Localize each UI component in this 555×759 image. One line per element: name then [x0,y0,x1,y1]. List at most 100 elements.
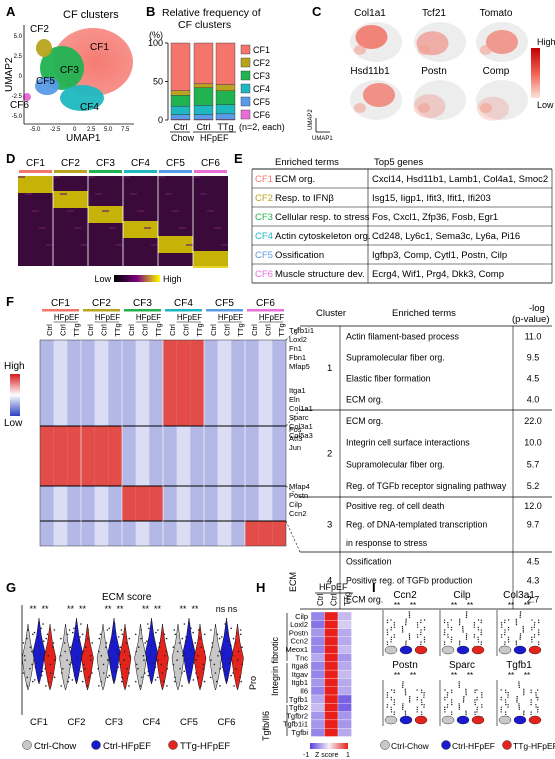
f-table-pvalue: 5.2 [527,481,540,491]
g-sig-marker: ** [104,604,112,614]
i-violin-point [386,621,389,624]
bar-segment-cf5 [193,114,214,120]
i-violin-point [518,686,520,689]
e-row-genes: Cd248, Ly6c1, Sema3c, Ly6a, Pi16 [372,231,520,242]
d-legend-low: Low [94,274,111,284]
g-violin-point [181,685,183,687]
f-table-term: Integrin cell surface interactions [346,438,470,448]
i-violin-point [507,706,509,708]
bar-legend-label: CF4 [253,84,270,94]
g-violin-point [218,650,221,653]
i-violin-point [451,703,453,706]
i-violin-point [500,624,503,626]
i-violin-point [420,699,423,701]
g-violin-point [173,629,176,631]
f-heatmap-cell [217,340,232,426]
bar-legend-swatch [240,96,251,107]
f-heatmap-cell [245,486,259,521]
umap-cluster-cf4 [60,85,104,111]
f-gene-label: Col3a1 [289,422,313,431]
umap-xtick: 7.5 [121,127,130,133]
g-legend: Ctrl-Chow Ctrl-HFpEF TTg-HFpEF [22,740,230,752]
panel-b-title-1: Relative frequency of [162,7,261,19]
g-violin-point [71,679,74,681]
i-violin-point [421,691,423,694]
gene-umap-title: Tcf21 [422,8,446,19]
e-row-genes: Igfbp3, Comp, Cytl1, Postn, Cilp [372,250,507,261]
i-violin-point [462,701,465,703]
i-violin-point [518,683,520,685]
i-violin-point [446,692,449,694]
i-violin-point [507,641,510,643]
g-violin-point [42,657,45,660]
i-violin-point [393,689,396,691]
i-violin-point [458,622,461,624]
i-violin-point [405,620,407,622]
g-violin-point [184,640,187,642]
i-violin-point [518,703,520,705]
i-violin-point [458,642,461,644]
i-violin-point [390,711,393,713]
i-violin-point [473,626,475,628]
i-violin-point [537,699,539,701]
i-violin-point [420,689,423,691]
f-heatmap-cell [258,426,273,486]
f-heatmap-cell [163,426,177,486]
panel-i: I Ccn2** **Cilp** **Col3a1** **Postn** **Spa… [372,580,555,751]
umap-a-yticks: 5.0 2.5 0 -2.5 -5.0 [12,34,23,120]
d-heatmap-stripe [221,244,228,246]
i-violin-point [450,641,453,643]
i-violin-point [515,624,518,626]
i-violin-point [530,713,532,716]
f-gene-label: Jun [289,443,301,452]
f-table-pvalue: 12.0 [524,501,542,511]
bar-segment-cf3 [170,95,191,107]
f-table-term: in response to stress [346,538,428,548]
i-violin-point [458,703,460,705]
g-violin [209,623,222,691]
d-heatmap-block [18,176,53,193]
i-violin-point [420,643,422,646]
f-heatmap-cell [163,486,177,521]
f-heatmap-cell [204,426,218,486]
i-violin-point [523,692,525,694]
bar-segment-cf3 [193,87,214,106]
i-violin-point [474,703,476,706]
f-heatmap-cell [163,521,177,546]
i-violin-point [523,714,525,716]
i-violin-point [408,611,411,613]
h-heatmap-cell [310,669,325,679]
g-violin-point [226,640,229,642]
i-violin-point [402,683,404,685]
i-violin-point [537,641,540,643]
i-violin-point [421,713,423,716]
g-violin-point [108,644,111,647]
i-violin-point [537,631,540,633]
i-violin-point [462,699,465,701]
i-violin-point [420,619,422,621]
d-heatmap-block [88,206,123,223]
e-row-term: Resp. to IFNβ [275,193,334,204]
panel-letter-d: D [6,151,15,166]
f-column-label: Ctrl [223,324,232,336]
g-violin-point [67,680,69,683]
g-violin-point [221,666,224,668]
i-violin-point [480,621,482,624]
f-gene-label: Itga1 [289,386,306,395]
i-violin-point [401,708,404,710]
g-violin-point [149,653,152,655]
i-violin-point [531,638,533,641]
h-group-pro: Pro [248,676,258,690]
g-violin-point [31,680,34,683]
h-heatmap-cell [337,728,352,737]
e-row-genes: Fos, Cxcl1, Zfp36, Fosb, Egr1 [372,212,498,223]
bar-yticks: 0 50 100 [148,38,168,125]
f-table-pvalue: 9.7 [527,520,540,530]
d-heatmap-stripe [67,210,74,212]
d-cluster-label: CF6 [201,158,220,169]
umap-label-cf5: CF5 [36,76,55,87]
f-heatmap-cell [122,426,136,486]
panel-b: B Relative frequency of CF clusters (%) … [146,4,285,143]
d-heatmap-block [53,191,88,208]
i-violin-point [474,711,476,713]
